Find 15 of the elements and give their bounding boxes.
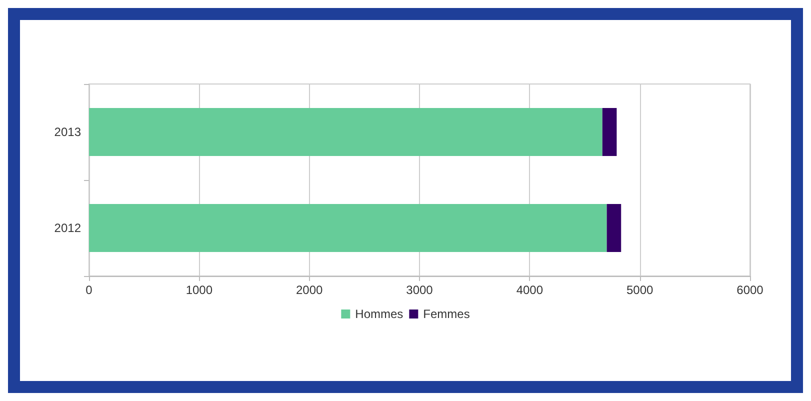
legend-label: Femmes [423,307,470,321]
y-tick-label: 2012 [54,221,82,235]
bar [602,108,617,156]
legend-label: Hommes [355,307,404,321]
x-tick-label: 0 [86,283,93,297]
y-tick-label: 2013 [54,125,82,139]
bar [606,204,622,252]
bar [89,108,602,156]
x-tick-label: 3000 [406,283,434,297]
x-tick-label: 2000 [296,283,324,297]
bar [89,204,607,252]
x-tick-label: 6000 [736,283,764,297]
x-tick-label: 5000 [626,283,654,297]
x-tick-label: 4000 [516,283,544,297]
x-tick-label: 1000 [186,283,213,297]
